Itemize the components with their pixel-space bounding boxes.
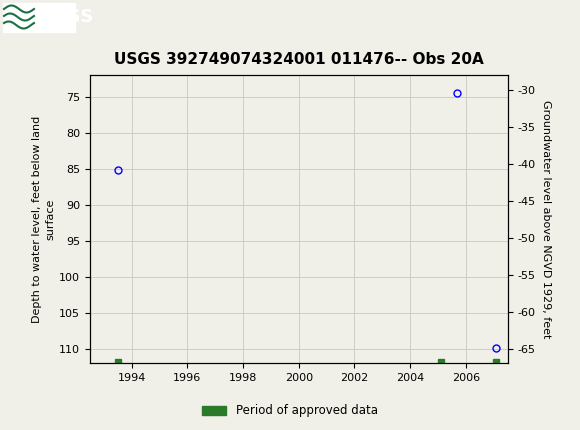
Title: USGS 392749074324001 011476-- Obs 20A: USGS 392749074324001 011476-- Obs 20A [114,52,484,67]
Y-axis label: Groundwater level above NGVD 1929, feet: Groundwater level above NGVD 1929, feet [541,100,551,338]
Y-axis label: Depth to water level, feet below land
surface: Depth to water level, feet below land su… [32,116,55,323]
FancyBboxPatch shape [3,3,75,32]
Text: USGS: USGS [38,9,93,27]
Legend: Period of approved data: Period of approved data [198,399,382,422]
